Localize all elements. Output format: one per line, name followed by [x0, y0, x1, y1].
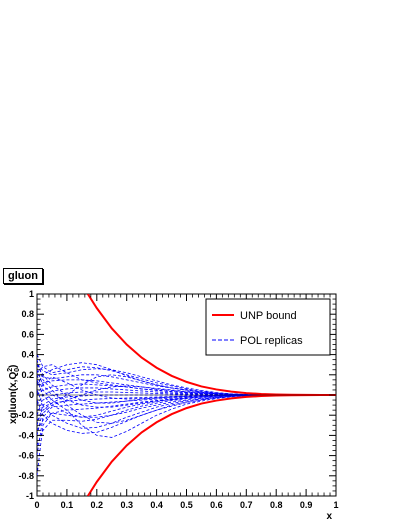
y-tick-label: -0.2: [18, 410, 34, 420]
x-tick-label: 0: [34, 500, 39, 510]
x-tick-label: 0.9: [300, 500, 313, 510]
y-tick-label: 0.6: [21, 329, 34, 339]
replica-curve: [37, 359, 336, 424]
x-tick-label: 0.3: [120, 500, 133, 510]
y-axis-label-main: xgluon(x,Q: [8, 372, 19, 424]
replica-curve: [37, 364, 336, 396]
y-tick-label: -1: [26, 491, 34, 501]
y-tick-label: 1: [29, 289, 34, 299]
legend-box: [205, 298, 331, 356]
replica-curve: [37, 394, 336, 426]
replica-curve: [37, 376, 336, 400]
replica-curve: [37, 354, 336, 396]
x-tick-label: 0.6: [210, 500, 223, 510]
replica-curve: [37, 385, 336, 421]
y-tick-label: 0.2: [21, 370, 34, 380]
y-tick-label: 0.4: [21, 350, 34, 360]
x-axis-label: x: [326, 511, 332, 522]
replica-curve: [37, 379, 336, 396]
y-axis: -1 -0.8 -0.6 -0.4 -0.2 0 0.2 0.4 0.6 0.8 1: [18, 289, 336, 501]
x-tick-label: 1: [333, 500, 338, 510]
legend-label-replicas: POL replicas: [240, 335, 303, 347]
x-tick-label: 0.4: [150, 500, 163, 510]
x-tick-label: 0.7: [240, 500, 253, 510]
y-tick-label: -0.4: [18, 430, 34, 440]
legend-label-bound: UNP bound: [240, 310, 297, 322]
y-axis-label-sub: 0: [14, 368, 21, 372]
x-tick-label: 0.5: [180, 500, 193, 510]
replica-curve: [37, 364, 336, 396]
y-axis-label: xgluon(x,Q20): [7, 365, 21, 424]
replica-curve: [37, 369, 336, 408]
replica-curve: [37, 394, 336, 446]
replica-series: [37, 354, 336, 476]
y-tick-label: -0.8: [18, 471, 34, 481]
x-axis: 0 0.1 0.2 0.3 0.4 0.5 0.6 0.7 0.8 0.9 1: [34, 294, 339, 510]
y-axis-label-sup: 2: [7, 368, 14, 372]
x-tick-label: 0.8: [270, 500, 283, 510]
y-tick-label: 0: [29, 390, 34, 400]
y-tick-label: -0.6: [18, 451, 34, 461]
legend: UNP bound POL replicas: [205, 298, 331, 356]
replica-curve: [37, 394, 336, 456]
y-axis-label-end: ): [8, 365, 19, 368]
bound-lower-curve: [86, 394, 336, 496]
chart-title: gluon: [3, 268, 43, 284]
x-tick-label: 0.2: [91, 500, 104, 510]
y-tick-label: 0.8: [21, 309, 34, 319]
x-tick-label: 0.1: [61, 500, 74, 510]
replica-curve: [37, 362, 336, 396]
